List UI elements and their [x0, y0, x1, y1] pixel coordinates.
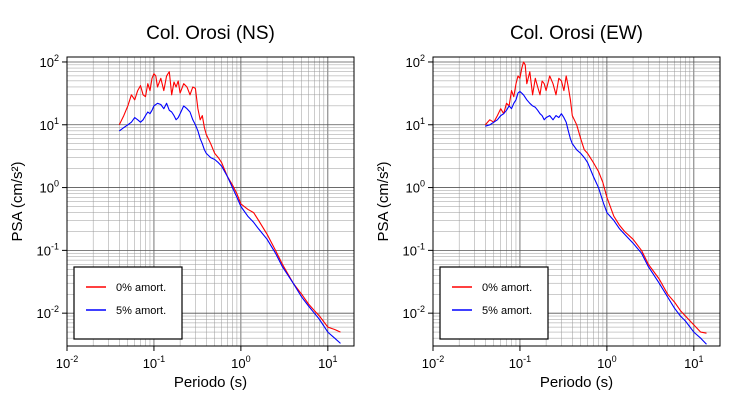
series-line-amort-5: [485, 90, 707, 345]
chart-panel-ns: 10-2 10-1 100 101 10-2 10-1 100 101 102 Col. Oros…: [9, 23, 355, 391]
legend: 0% amort. 5% amort.: [439, 266, 549, 340]
legend-label: 5% amort.: [116, 305, 166, 317]
legend: 0% amort. 5% amort.: [73, 266, 183, 340]
legend-label: 5% amort.: [482, 305, 532, 317]
x-tick-label: 100: [231, 354, 250, 371]
plot-frame: [66, 56, 355, 347]
y-tick-label: 100: [406, 179, 425, 196]
y-axis-label: PSA (cm/s²): [9, 161, 26, 241]
y-tick-label: 10-2: [37, 304, 59, 321]
legend-label: 0% amort.: [482, 282, 532, 294]
y-tick-label: 100: [40, 179, 59, 196]
y-tick-label: 102: [40, 53, 59, 70]
y-tick-label: 10-1: [37, 241, 59, 258]
x-axis-label: Periodo (s): [174, 374, 247, 391]
x-axis-label: Periodo (s): [540, 374, 613, 391]
x-tick-label: 101: [684, 354, 703, 371]
chart-title: Col. Orosi (NS): [146, 23, 275, 44]
x-tick-label: 10-2: [56, 354, 78, 371]
y-axis-label: PSA (cm/s²): [375, 161, 392, 241]
series-line-amort-5: [118, 102, 341, 344]
series-line-amort-0: [118, 71, 341, 333]
plot-frame: [432, 56, 721, 347]
y-tick-label: 101: [406, 116, 425, 133]
chart-title: Col. Orosi (EW): [510, 23, 643, 44]
x-tick-label: 10-1: [143, 354, 165, 371]
legend-box: [439, 266, 549, 340]
x-tick-label: 101: [318, 354, 337, 371]
y-tick-label: 101: [40, 116, 59, 133]
x-tick-label: 10-1: [509, 354, 531, 371]
x-tick-label: 10-2: [422, 354, 444, 371]
series-line-amort-0: [484, 61, 707, 334]
legend-box: [73, 266, 183, 340]
x-tick-label: 100: [597, 354, 616, 371]
legend-label: 0% amort.: [116, 282, 166, 294]
chart-panel-ew: 10-2 10-1 100 101 10-2 10-1 100 101 102 Col. Oros…: [375, 23, 721, 391]
y-tick-label: 102: [406, 53, 425, 70]
y-tick-label: 10-2: [403, 304, 425, 321]
y-tick-label: 10-1: [403, 241, 425, 258]
